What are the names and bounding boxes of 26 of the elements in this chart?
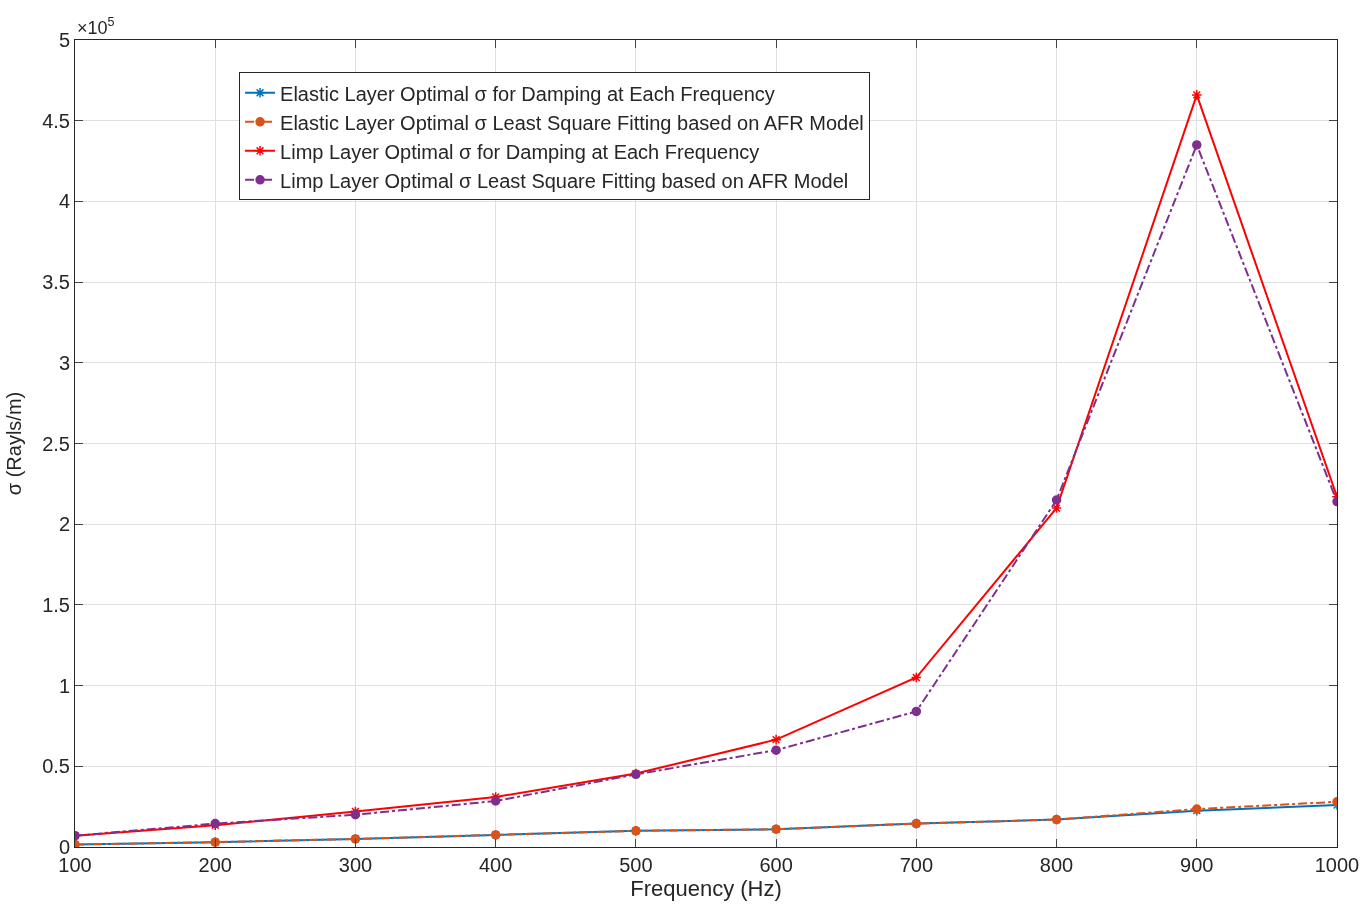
legend-label: Elastic Layer Optimal σ for Damping at Each Frequency <box>280 82 775 105</box>
x-tick-label: 500 <box>619 854 653 876</box>
y-tick-label: 2.5 <box>42 432 70 455</box>
x-tick-label: 300 <box>338 854 373 876</box>
y-tick-label: 4 <box>58 190 70 213</box>
x-tick-label: 1000 <box>1314 854 1360 876</box>
y-tick-label: 3.5 <box>42 271 70 294</box>
x-tick-label: 600 <box>759 854 793 876</box>
y-axis-title: σ (Rayls/m) <box>2 391 25 496</box>
x-tick-label: 400 <box>478 854 513 876</box>
legend-label: Elastic Layer Optimal σ Least Square Fitting based on AFR Model <box>280 111 864 134</box>
x-tick-label: 700 <box>899 854 934 876</box>
y-tick-label: 1 <box>58 674 70 697</box>
y-tick-label: 5 <box>58 29 70 51</box>
text: ×10$^{5}$ <box>77 15 115 38</box>
legend-label: Limp Layer Optimal σ for Damping at Each Frequency <box>280 140 760 163</box>
x-axis-title: Frequency (Hz) <box>630 876 782 901</box>
y-tick-label: 3 <box>58 351 70 374</box>
y-tick-label: 1.5 <box>42 593 70 616</box>
legend-label: Limp Layer Optimal σ Least Square Fitting based on AFR Model <box>280 169 849 192</box>
y-tick-label: 2 <box>58 513 70 536</box>
x-tick-label: 200 <box>198 854 232 876</box>
x-tick-label: 900 <box>1180 854 1214 876</box>
x-tick-label: 800 <box>1039 854 1074 876</box>
y-tick-label: 4.5 <box>42 109 70 132</box>
y-tick-label: 0.5 <box>42 755 70 778</box>
